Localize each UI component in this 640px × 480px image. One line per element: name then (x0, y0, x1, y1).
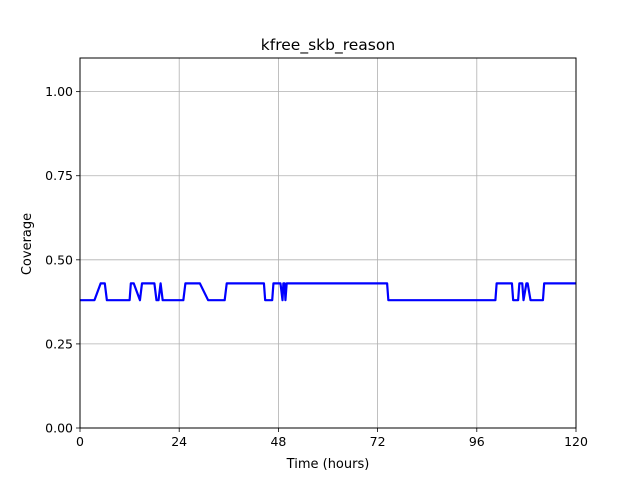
y-tick-label: 0.25 (45, 336, 73, 351)
x-tick-label: 24 (171, 434, 187, 449)
x-tick-label: 96 (469, 434, 485, 449)
y-axis-label: Coverage (20, 213, 35, 275)
x-axis-label: Time (hours) (286, 457, 370, 472)
y-axis-ticks: 0.00 0.25 0.50 0.75 1.00 (45, 84, 80, 436)
y-tick-label: 0.00 (45, 421, 73, 436)
grid-lines (79, 58, 577, 429)
y-tick-label: 0.75 (45, 168, 73, 183)
series-group (80, 282, 576, 302)
chart-title: kfree_skb_reason (261, 36, 395, 55)
x-axis-ticks: 0 24 48 72 96 120 (76, 428, 588, 449)
x-tick-label: 72 (370, 434, 386, 449)
plot-frame (79, 57, 577, 429)
y-tick-label: 0.50 (45, 252, 73, 267)
series-line-0 (80, 282, 576, 302)
y-tick-label: 1.00 (45, 84, 73, 99)
x-tick-label: 120 (564, 434, 588, 449)
x-tick-label: 48 (270, 434, 286, 449)
x-tick-label: 0 (76, 434, 84, 449)
